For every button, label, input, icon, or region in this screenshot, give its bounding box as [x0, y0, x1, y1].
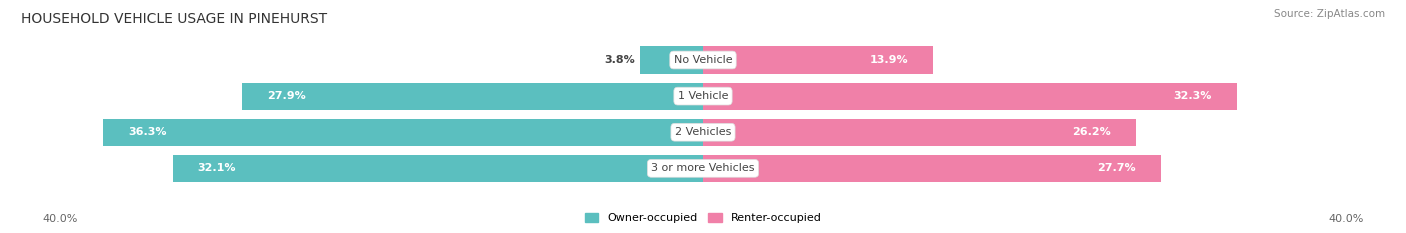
Legend: Owner-occupied, Renter-occupied: Owner-occupied, Renter-occupied — [581, 208, 825, 227]
Text: 3 or more Vehicles: 3 or more Vehicles — [651, 163, 755, 173]
Text: 27.7%: 27.7% — [1097, 163, 1136, 173]
Text: 40.0%: 40.0% — [1329, 214, 1364, 224]
Bar — [242, 83, 703, 110]
Text: HOUSEHOLD VEHICLE USAGE IN PINEHURST: HOUSEHOLD VEHICLE USAGE IN PINEHURST — [21, 12, 328, 26]
Text: 2 Vehicles: 2 Vehicles — [675, 127, 731, 137]
Text: 1 Vehicle: 1 Vehicle — [678, 91, 728, 101]
Text: No Vehicle: No Vehicle — [673, 55, 733, 65]
Bar — [103, 119, 703, 146]
Text: 32.1%: 32.1% — [197, 163, 236, 173]
Bar — [703, 119, 1136, 146]
Text: Source: ZipAtlas.com: Source: ZipAtlas.com — [1274, 9, 1385, 19]
Text: 13.9%: 13.9% — [869, 55, 908, 65]
Text: 32.3%: 32.3% — [1174, 91, 1212, 101]
Text: 3.8%: 3.8% — [605, 55, 636, 65]
Text: 26.2%: 26.2% — [1073, 127, 1111, 137]
Text: 27.9%: 27.9% — [267, 91, 305, 101]
Bar — [703, 47, 932, 73]
Bar — [640, 47, 703, 73]
Bar — [173, 155, 703, 182]
Bar — [703, 83, 1237, 110]
Bar — [703, 155, 1160, 182]
Text: 36.3%: 36.3% — [128, 127, 166, 137]
Text: 40.0%: 40.0% — [42, 214, 77, 224]
